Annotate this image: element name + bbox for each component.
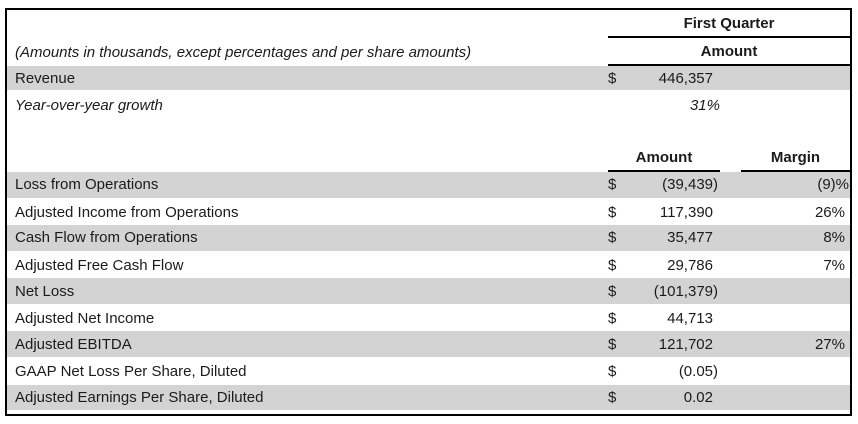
table-row-adjusted-income-from-operations: Adjusted Income from Operations $ 117,39… [7, 200, 850, 226]
amount-header-label: Amount [635, 149, 693, 166]
table-row-adjusted-eps: Adjusted Earnings Per Share, Diluted $ 0… [7, 384, 850, 413]
amount-value: (39,439) [662, 176, 718, 194]
table-row-adjusted-ebitda: Adjusted EBITDA $ 121,702 27% [7, 331, 850, 359]
table-row-revenue: Revenue $ 446,357 [7, 66, 850, 92]
amount-header-label: Amount [700, 42, 758, 60]
currency-symbol: $ [608, 282, 617, 300]
row-label: Adjusted Income from Operations [15, 203, 239, 221]
amount-value: 0.02 [683, 388, 713, 406]
table-note: (Amounts in thousands, except percentage… [15, 43, 472, 61]
row-label: Cash Flow from Operations [15, 229, 198, 247]
amount-column-header-top: Amount [608, 38, 850, 66]
currency-symbol: $ [608, 363, 617, 381]
metrics-rows: Loss from Operations $ (39,439) (9)% Adj… [7, 172, 850, 413]
amount-column-header: Amount [608, 145, 720, 172]
table-row-loss-from-operations: Loss from Operations $ (39,439) (9)% [7, 172, 850, 200]
table-row-yoy-growth: Year-over-year growth 31% [7, 92, 850, 118]
amount-value: (101,379) [653, 282, 718, 300]
table-row-adjusted-net-income: Adjusted Net Income $ 44,713 [7, 306, 850, 332]
margin-value: (9)% [817, 176, 849, 194]
currency-symbol: $ [608, 256, 617, 274]
table-row-gaap-net-loss-per-share: GAAP Net Loss Per Share, Diluted $ (0.05… [7, 359, 850, 385]
margin-value: 8% [823, 229, 845, 247]
amount-value: 44,713 [667, 310, 713, 328]
header-left-space [7, 10, 608, 38]
currency-symbol: $ [608, 310, 617, 328]
header-row-group: First Quarter [7, 10, 850, 38]
margin-column-header: Margin [741, 145, 850, 172]
currency-symbol: $ [608, 335, 617, 353]
row-label: Adjusted Free Cash Flow [15, 256, 184, 274]
row-label: Adjusted Net Income [15, 310, 155, 328]
table-row-adjusted-free-cash-flow: Adjusted Free Cash Flow $ 29,786 7% [7, 253, 850, 279]
amount-value: (0.05) [678, 363, 718, 381]
amount-value: 29,786 [667, 256, 713, 274]
first-quarter-label: First Quarter [683, 14, 775, 32]
margin-value: 26% [814, 203, 845, 221]
amount-value: 35,477 [667, 229, 713, 247]
header-row-amount-margin: Amount Margin [7, 145, 850, 172]
currency-symbol: $ [608, 388, 617, 406]
row-label: GAAP Net Loss Per Share, Diluted [15, 363, 247, 381]
amount-value: 446,357 [658, 69, 713, 87]
header-column-gap [720, 145, 741, 172]
currency-symbol: $ [608, 176, 617, 194]
currency-symbol: $ [608, 69, 617, 87]
table-row-net-loss: Net Loss $ (101,379) [7, 278, 850, 306]
currency-symbol: $ [608, 203, 617, 221]
row-label: Year-over-year growth [15, 96, 163, 114]
row-label: Loss from Operations [15, 176, 159, 194]
amount-value: 121,702 [658, 335, 713, 353]
amount-value: 31% [689, 96, 720, 114]
margin-header-label: Margin [770, 149, 821, 166]
column-group-header: First Quarter [608, 10, 850, 38]
row-label: Revenue [15, 69, 76, 87]
row-label: Adjusted Earnings Per Share, Diluted [15, 388, 264, 406]
amount-value: 117,390 [659, 203, 713, 221]
margin-value: 7% [823, 256, 845, 274]
header-left-space [7, 145, 608, 172]
margin-value: 27% [814, 335, 845, 353]
row-label: Adjusted EBITDA [15, 335, 132, 353]
row-label: Net Loss [15, 282, 75, 300]
section-gap [7, 118, 850, 145]
header-row-amount: (Amounts in thousands, except percentage… [7, 38, 850, 66]
table-row-cash-flow-from-operations: Cash Flow from Operations $ 35,477 8% [7, 225, 850, 253]
quarterly-results-table: First Quarter (Amounts in thousands, exc… [5, 8, 852, 416]
currency-symbol: $ [608, 229, 617, 247]
